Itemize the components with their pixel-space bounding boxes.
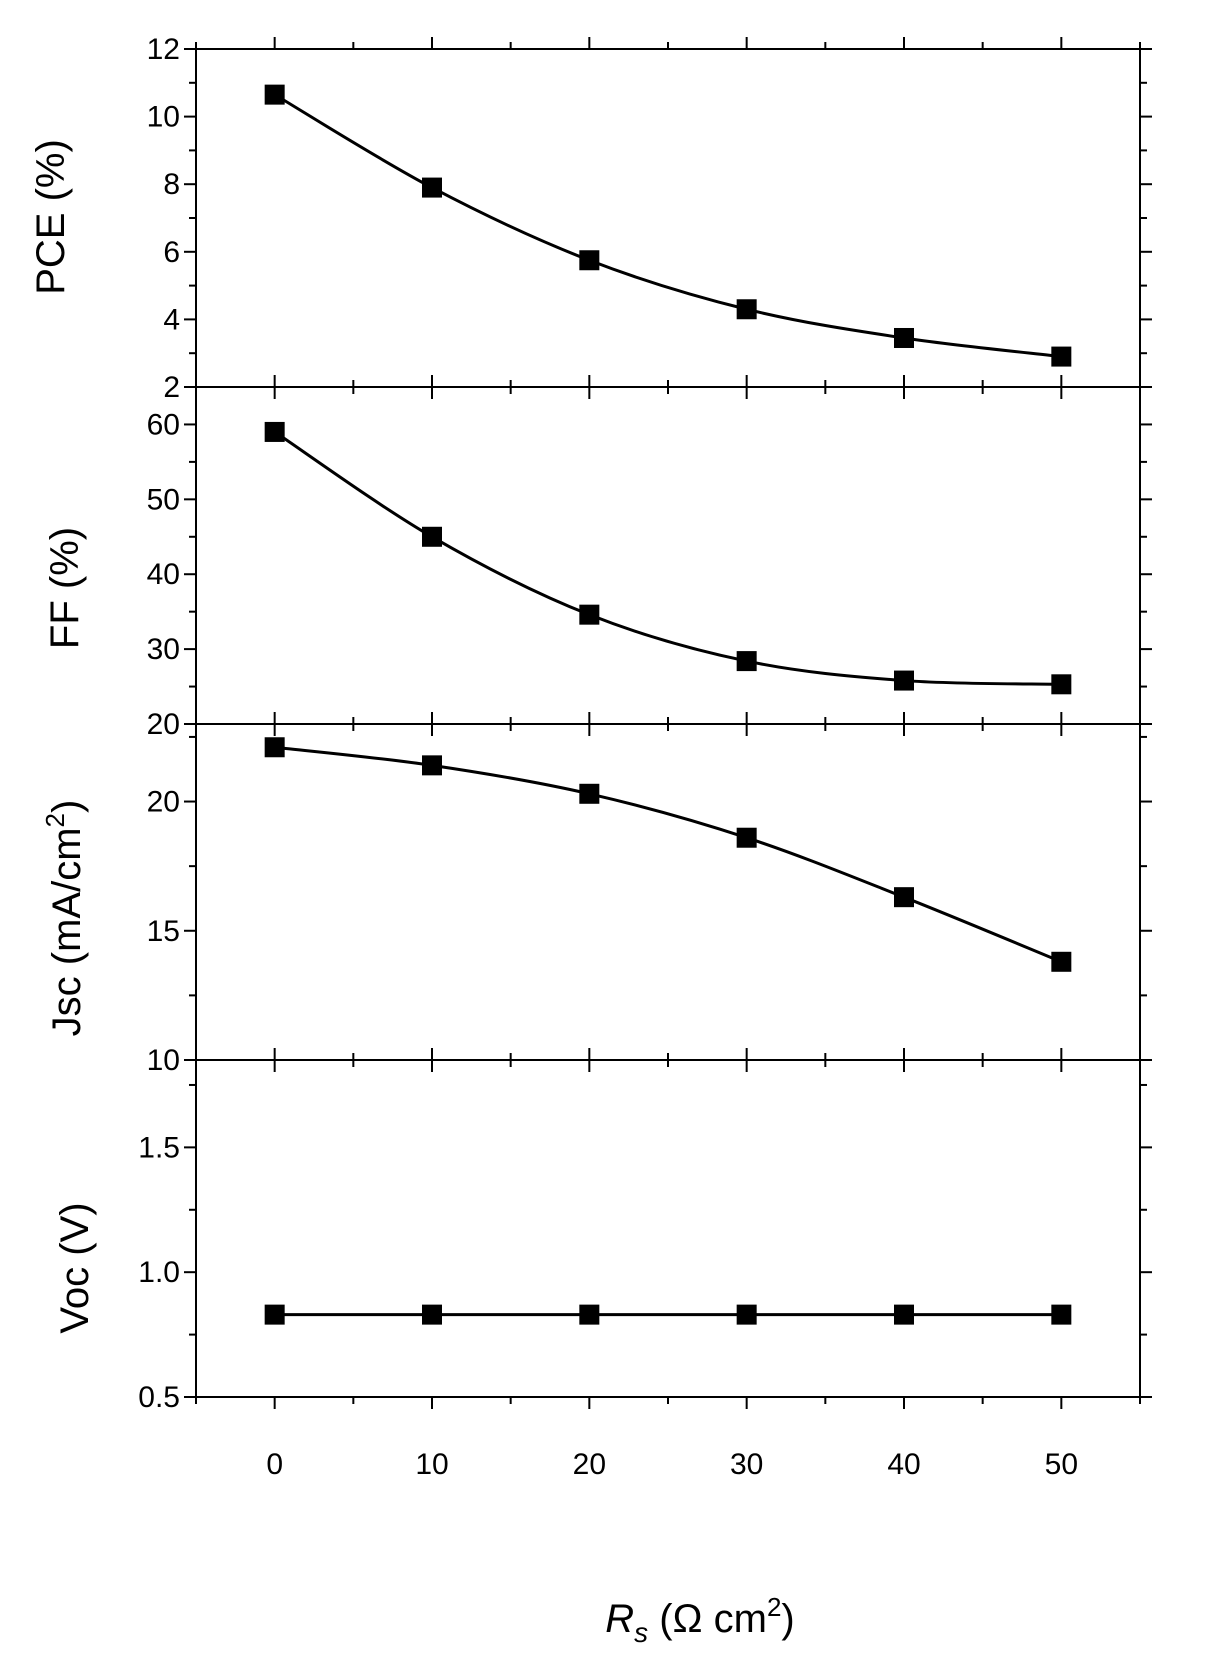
pce-ytick-label: 10 [147,101,180,134]
jsc-data-point [579,783,600,804]
x-title-unit: (Ω cm [648,1597,767,1641]
ff-ytick-label: 50 [147,483,180,516]
voc-data-point [264,1304,285,1325]
pce-data-point [422,177,442,198]
jsc-ytick-label: 20 [147,786,180,819]
ff-panel: 20 30 40 50 60 [147,375,1152,741]
pce-ytick-label: 12 [147,33,180,66]
pce-data-point [736,299,757,320]
voc-ytick-label: 1.5 [138,1131,180,1164]
jsc-data-point [264,737,285,758]
pce-series-line [273,93,1062,359]
voc-data-point [579,1304,600,1325]
ff-data-point [579,604,600,625]
x-tick-label: 30 [730,1448,763,1481]
voc-data-point [894,1304,914,1325]
jsc-ylabel-main: Jsc (mA/cm [45,827,89,1036]
ff-data-point [1051,674,1072,695]
ff-data-point [736,651,757,672]
voc-data-point [422,1304,442,1325]
ff-data-point [422,526,442,547]
pce-frame [195,48,1141,388]
voc-data-point [1051,1304,1072,1325]
x-tick-label: 0 [266,1448,283,1481]
x-tick-label: 50 [1045,1448,1078,1481]
x-tick-label: 20 [573,1448,606,1481]
jsc-ytick-label: 15 [147,915,180,948]
ff-ytick-label: 60 [147,408,180,441]
ff-ylabel: FF (%) [43,527,87,649]
ff-data-point [264,421,285,442]
pce-panel: 2 4 6 8 10 12 [147,33,1152,404]
pce-ylabel: PCE (%) [29,139,73,295]
jsc-data-point [736,827,757,848]
jsc-data-point [422,755,442,776]
jsc-frame [195,723,1141,1061]
jsc-ylabel-close: ) [45,800,89,813]
jsc-data-point [894,887,914,908]
ff-series-line [273,430,1062,686]
ff-ytick-label: 20 [147,708,180,741]
x-title-sup: 2 [767,1592,781,1622]
jsc-ylabel-sup: 2 [40,813,70,827]
jsc-series-line [274,745,1062,964]
x-title-close: ) [781,1597,794,1641]
ff-ytick-label: 40 [147,558,180,591]
x-title-main: R [605,1597,634,1641]
ff-frame [195,386,1141,725]
jsc-ytick-label: 10 [147,1044,180,1077]
pce-data-point [894,327,914,348]
voc-ylabel: Voc (V) [53,1202,97,1333]
ff-ytick-label: 30 [147,633,180,666]
voc-panel: 0.5 1.0 1.5 [138,1048,1152,1414]
pce-ytick-label: 8 [163,168,180,201]
x-axis-title: Rs (Ω cm2) [605,1592,794,1648]
x-tick-label: 10 [415,1448,448,1481]
pce-data-point [264,84,285,105]
x-tick-labels: 0 10 20 30 40 50 [266,1448,1078,1481]
pce-data-point [579,250,600,271]
jsc-data-point [1051,951,1072,972]
x-tick-label: 40 [887,1448,920,1481]
voc-ytick-label: 0.5 [138,1381,180,1414]
x-title-sub: s [634,1617,648,1648]
jsc-ylabel: Jsc (mA/cm2) [40,800,89,1037]
voc-frame [195,1059,1141,1398]
pce-data-point [1051,346,1072,367]
pce-ytick-label: 2 [163,371,180,404]
pce-ytick-label: 6 [163,236,180,269]
jsc-panel: 10 15 20 [147,712,1152,1077]
pce-ytick-label: 4 [163,303,180,336]
voc-ytick-label: 1.0 [138,1256,180,1289]
ff-data-point [894,670,914,691]
panels-group: 2 4 6 8 10 12 20 30 40 50 60 10 15 20 0.5 1.0 1.5 0 10 20 30… [138,33,1152,1481]
voc-data-point [736,1304,757,1325]
